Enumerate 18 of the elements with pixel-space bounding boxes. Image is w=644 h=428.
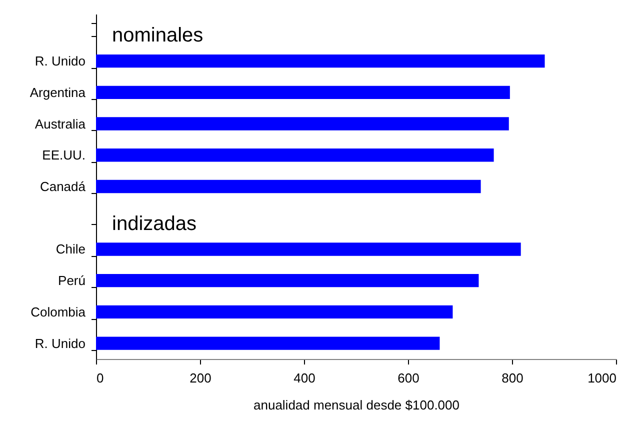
- y-tick-label: Canadá: [40, 179, 86, 194]
- y-tick-label: Australia: [34, 116, 86, 132]
- x-tick-label: 400: [294, 370, 316, 386]
- annotation: indizadas: [112, 212, 197, 235]
- y-tick-label: Chile: [56, 242, 86, 257]
- y-tick-label: EE.UU.: [42, 148, 86, 163]
- x-tick-label: 1000: [588, 370, 616, 386]
- y-tick-label: R. Unido: [34, 336, 86, 351]
- x-tick-label: 800: [502, 370, 524, 386]
- y-tick-label: R. Unido: [34, 54, 86, 69]
- annotation: nominales: [112, 24, 204, 47]
- x-tick-label: 600: [398, 370, 420, 386]
- y-tick-label: Colombia: [30, 304, 86, 320]
- x-tick-label: 200: [190, 370, 212, 386]
- x-tick-label: 0: [96, 370, 104, 386]
- y-tick-label: Argentina: [30, 84, 86, 100]
- y-tick-label: Perú: [58, 273, 86, 288]
- x-axis-title: anualidad mensual desde $100.000: [253, 398, 460, 412]
